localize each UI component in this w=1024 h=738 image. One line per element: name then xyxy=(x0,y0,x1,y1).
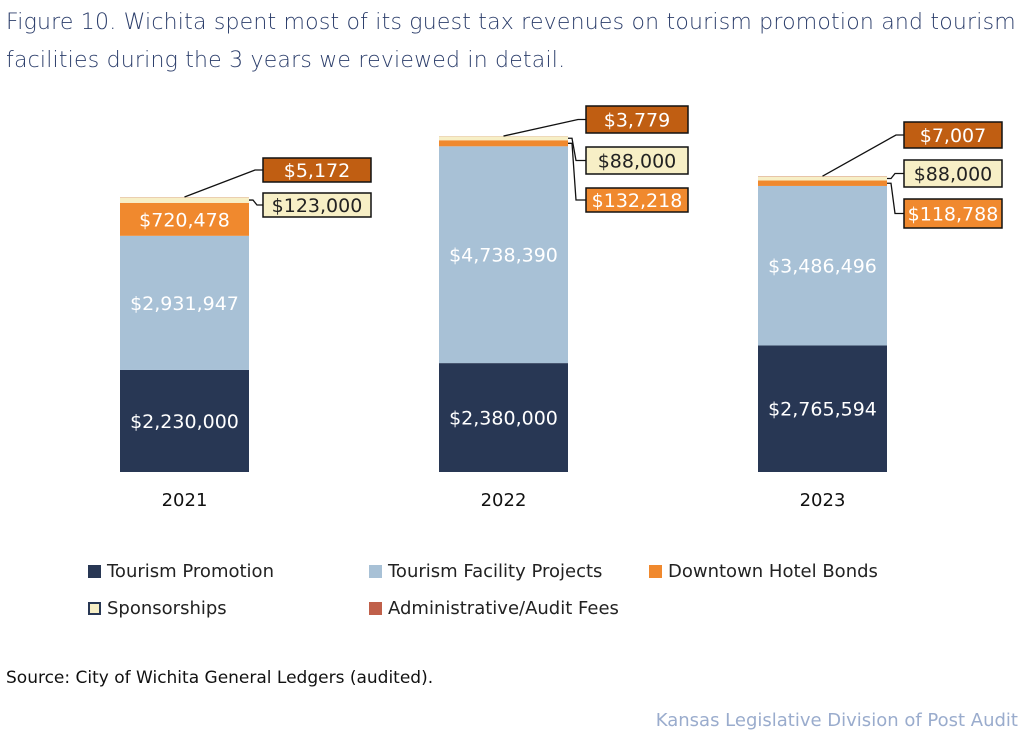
bar-tourism-facility-projects-2023 xyxy=(758,185,887,346)
bar-tourism-facility-projects-2022 xyxy=(439,146,568,364)
callout-box xyxy=(585,105,689,134)
legend-swatch xyxy=(88,602,101,615)
data-label: $3,779 xyxy=(604,110,670,132)
data-label: $118,788 xyxy=(908,204,999,226)
data-label: $5,172 xyxy=(284,160,350,182)
legend-item-tourism-facility-projects: Tourism Facility Projects xyxy=(369,561,602,582)
data-label: $7,007 xyxy=(920,125,986,147)
bar-downtown-hotel-bonds-2021 xyxy=(120,202,249,236)
bar-tourism-facility-projects-2021 xyxy=(120,235,249,370)
legend-item-admin-audit-fees: Administrative/Audit Fees xyxy=(369,598,619,619)
legend-swatch xyxy=(369,565,382,578)
data-label: $2,380,000 xyxy=(449,408,558,430)
legend-swatch xyxy=(649,565,662,578)
bar-downtown-hotel-bonds-2022 xyxy=(439,140,568,147)
data-label: $3,486,496 xyxy=(768,256,877,278)
legend-label: Downtown Hotel Bonds xyxy=(668,561,878,582)
legend-swatch xyxy=(88,565,101,578)
legend-item-tourism-promotion: Tourism Promotion xyxy=(88,561,274,582)
x-tick-label: 2021 xyxy=(162,490,208,511)
data-label: $88,000 xyxy=(598,151,677,173)
credit-text: Kansas Legislative Division of Post Audi… xyxy=(655,710,1018,731)
source-note: Source: City of Wichita General Ledgers … xyxy=(6,668,434,688)
x-tick-label: 2023 xyxy=(800,490,846,511)
legend-label: Tourism Facility Projects xyxy=(388,561,603,582)
bar-sponsorships-2022 xyxy=(439,136,568,141)
data-label: $2,931,947 xyxy=(130,293,239,315)
legend-item-sponsorships: Sponsorships xyxy=(88,598,227,619)
data-label: $720,478 xyxy=(139,209,230,231)
callout-box xyxy=(903,121,1003,149)
legend-label: Tourism Promotion xyxy=(107,561,274,582)
legend-label: Sponsorships xyxy=(107,598,227,619)
legend-swatch xyxy=(369,602,382,615)
leader-line xyxy=(887,182,904,215)
bar-sponsorships-2023 xyxy=(758,176,887,181)
leader-line xyxy=(503,118,586,137)
chart-title: Figure 10. Wichita spent most of its gue… xyxy=(6,10,1016,73)
legend-item-downtown-hotel-bonds: Downtown Hotel Bonds xyxy=(649,561,878,582)
bar-tourism-promotion-2021 xyxy=(120,369,249,472)
bar-tourism-promotion-2022 xyxy=(439,363,568,472)
leader-line xyxy=(887,172,904,180)
data-label: $132,218 xyxy=(592,190,683,212)
data-label: $4,738,390 xyxy=(449,245,558,267)
data-label: $88,000 xyxy=(914,164,993,186)
callout-box xyxy=(262,157,372,183)
leader-line xyxy=(184,169,263,198)
legend-label: Administrative/Audit Fees xyxy=(388,598,619,619)
leader-line xyxy=(249,199,263,206)
callout-box xyxy=(903,159,1003,188)
callout-box xyxy=(585,146,689,175)
data-label: $2,230,000 xyxy=(130,411,239,433)
callout-box xyxy=(903,198,1003,229)
leader-line xyxy=(822,134,904,177)
bar-tourism-promotion-2023 xyxy=(758,345,887,472)
leader-line xyxy=(568,137,586,162)
callout-box xyxy=(585,187,689,213)
data-label: $123,000 xyxy=(272,195,363,217)
leader-line xyxy=(568,142,586,201)
bar-downtown-hotel-bonds-2023 xyxy=(758,180,887,186)
data-label: $2,765,594 xyxy=(768,399,877,421)
bar-sponsorships-2021 xyxy=(120,197,249,203)
x-tick-label: 2022 xyxy=(481,490,527,511)
stacked-bar-chart: $2,230,000 $2,931,947 $720,478 $5,172 $123,0… xyxy=(120,105,1003,511)
callout-box xyxy=(262,192,372,218)
